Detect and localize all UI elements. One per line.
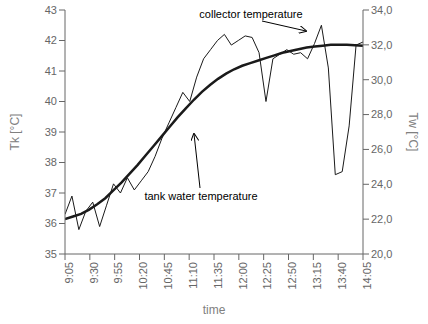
svg-text:30,0: 30,0 bbox=[371, 74, 392, 86]
svg-text:12:25: 12:25 bbox=[261, 262, 273, 290]
svg-text:38: 38 bbox=[45, 156, 57, 168]
svg-text:Tw [°C]: Tw [°C] bbox=[406, 113, 420, 152]
svg-text:42: 42 bbox=[45, 34, 57, 46]
svg-text:14:05: 14:05 bbox=[361, 262, 373, 290]
svg-text:20,0: 20,0 bbox=[371, 248, 392, 260]
svg-text:9:30: 9:30 bbox=[88, 262, 100, 283]
svg-text:time: time bbox=[203, 303, 226, 317]
svg-text:39: 39 bbox=[45, 126, 57, 138]
svg-text:12:00: 12:00 bbox=[237, 262, 249, 290]
svg-text:40: 40 bbox=[45, 95, 57, 107]
svg-text:28,0: 28,0 bbox=[371, 108, 392, 120]
svg-text:Tk [°C]: Tk [°C] bbox=[8, 114, 22, 151]
svg-text:11:10: 11:10 bbox=[187, 262, 199, 289]
svg-text:43: 43 bbox=[45, 4, 57, 16]
svg-text:32,0: 32,0 bbox=[371, 39, 392, 51]
svg-text:24,0: 24,0 bbox=[371, 178, 392, 190]
svg-text:13:40: 13:40 bbox=[336, 262, 348, 290]
svg-text:tank water temperature: tank water temperature bbox=[144, 190, 257, 202]
svg-text:41: 41 bbox=[45, 65, 57, 77]
svg-text:9:05: 9:05 bbox=[63, 262, 75, 283]
svg-text:22,0: 22,0 bbox=[371, 213, 392, 225]
svg-text:10:45: 10:45 bbox=[162, 262, 174, 290]
svg-text:12:50: 12:50 bbox=[286, 262, 298, 290]
svg-text:13:15: 13:15 bbox=[311, 262, 323, 290]
svg-text:34,0: 34,0 bbox=[371, 4, 392, 16]
svg-text:36: 36 bbox=[45, 217, 57, 229]
svg-text:collector temperature: collector temperature bbox=[199, 8, 302, 20]
svg-text:26,0: 26,0 bbox=[371, 143, 392, 155]
svg-text:9:55: 9:55 bbox=[112, 262, 124, 283]
svg-text:37: 37 bbox=[45, 187, 57, 199]
svg-text:10:20: 10:20 bbox=[137, 262, 149, 290]
svg-text:35: 35 bbox=[45, 248, 57, 260]
svg-text:11:35: 11:35 bbox=[212, 262, 224, 289]
